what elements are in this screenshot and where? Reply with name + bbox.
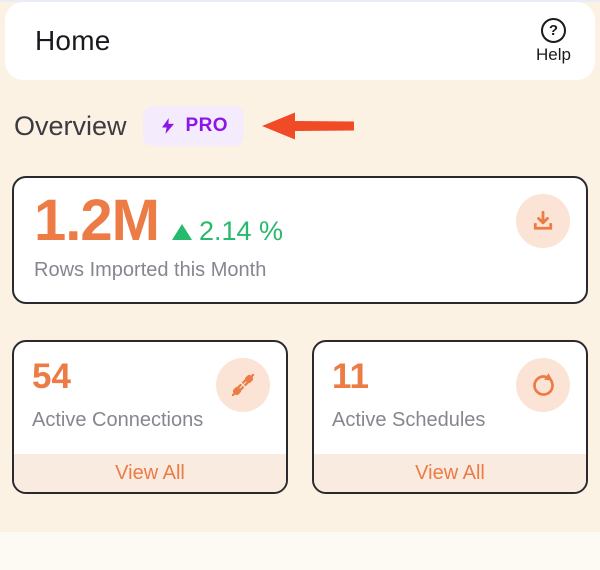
top-edge-line — [0, 0, 600, 2]
active-schedules-body: 11 Active Schedules — [314, 342, 586, 454]
connections-icon-badge — [216, 358, 270, 412]
overview-section: Overview PRO 1.2M 2.14 % Rows Imported t… — [0, 80, 600, 494]
overview-row: Overview PRO — [14, 106, 586, 146]
question-mark-icon: ? — [541, 17, 567, 43]
help-button[interactable]: ? Help — [536, 17, 571, 65]
annotation-arrow-icon — [261, 112, 354, 140]
active-connections-value: 54 — [32, 357, 71, 396]
view-all-schedules-button[interactable]: View All — [314, 454, 586, 492]
download-button[interactable] — [516, 194, 570, 248]
rows-imported-value-row: 1.2M 2.14 % — [34, 191, 566, 250]
section-title: Overview — [14, 110, 127, 141]
lightning-bolt-icon — [161, 118, 174, 134]
rows-imported-delta: 2.14 % — [171, 216, 284, 247]
rows-imported-card: 1.2M 2.14 % Rows Imported this Month — [12, 176, 588, 304]
download-icon — [533, 210, 553, 230]
pro-badge-label: PRO — [185, 115, 228, 136]
stat-cards-row: 54 Active Connections — [12, 340, 588, 494]
pro-badge[interactable]: PRO — [142, 106, 244, 146]
question-mark-glyph: ? — [548, 21, 559, 39]
active-connections-card: 54 Active Connections — [12, 340, 288, 494]
refresh-icon — [532, 372, 554, 396]
rows-imported-value: 1.2M — [34, 188, 160, 253]
active-schedules-card: 11 Active Schedules View All — [312, 340, 588, 494]
view-all-connections-button[interactable]: View All — [14, 454, 286, 492]
active-schedules-value: 11 — [332, 357, 369, 396]
rows-imported-delta-value: 2.14 % — [198, 216, 284, 246]
help-label: Help — [536, 44, 571, 64]
schedules-icon-badge — [516, 358, 570, 412]
bottom-background-strip — [0, 532, 600, 570]
page-title: Home — [35, 25, 111, 56]
active-schedules-label: Active Schedules — [332, 409, 486, 432]
active-connections-label: Active Connections — [32, 409, 204, 432]
active-connections-body: 54 Active Connections — [14, 342, 286, 454]
plug-connection-icon — [231, 373, 255, 397]
header-bar: Home ? Help — [5, 2, 595, 80]
trend-up-icon — [171, 224, 192, 240]
rows-imported-label: Rows Imported this Month — [34, 259, 267, 282]
